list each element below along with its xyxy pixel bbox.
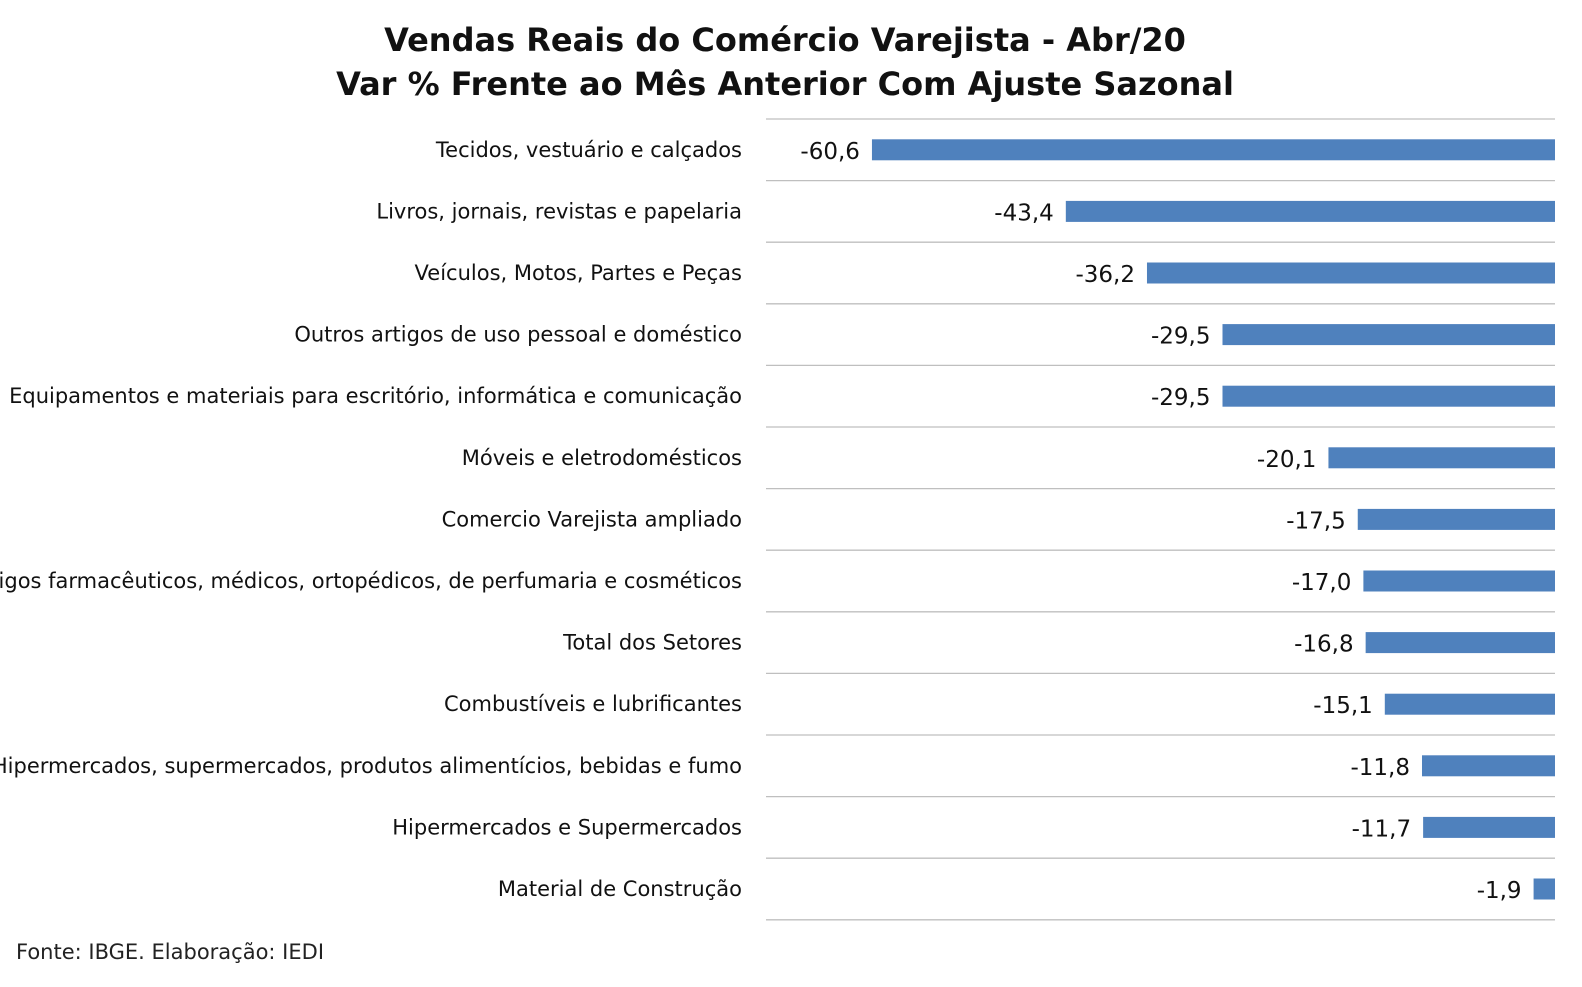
- data-label: -16,8: [1294, 632, 1354, 658]
- bar: [1421, 755, 1555, 777]
- bar: [1328, 447, 1555, 469]
- bar: [1533, 878, 1555, 900]
- bar: [1222, 385, 1555, 407]
- bar: [1423, 816, 1555, 838]
- bar: [1222, 324, 1555, 346]
- category-label: Tecidos, vestuário e calçados: [435, 138, 742, 162]
- chart-subtitle: Var % Frente ao Mês Anterior Com Ajuste …: [336, 65, 1234, 103]
- data-label: -29,5: [1151, 385, 1211, 411]
- data-label: -43,4: [994, 200, 1054, 226]
- bar: [1363, 570, 1555, 592]
- category-label: Material de Construção: [498, 877, 742, 901]
- bar: [1146, 262, 1555, 284]
- category-label: Artigos farmacêuticos, médicos, ortopédi…: [0, 569, 742, 593]
- data-label: -15,1: [1313, 693, 1373, 719]
- bar: [871, 139, 1555, 161]
- data-label: -60,6: [800, 139, 860, 165]
- chart-title-line1: Vendas Reais do Comércio Varejista - Abr…: [384, 21, 1186, 59]
- data-label: -17,5: [1286, 508, 1346, 534]
- source-note: Fonte: IBGE. Elaboração: IEDI: [16, 940, 325, 964]
- data-label: -11,7: [1352, 816, 1412, 842]
- category-label: Hipermercados, supermercados, produtos a…: [0, 754, 742, 778]
- category-label: Combustíveis e lubrificantes: [444, 692, 742, 716]
- bar: [1065, 200, 1555, 222]
- category-label: Total dos Setores: [562, 631, 742, 655]
- bar: [1384, 693, 1555, 715]
- category-label: Móveis e eletrodomésticos: [462, 446, 742, 470]
- chart-title: Vendas Reais do Comércio Varejista - Abr…: [0, 18, 1570, 106]
- data-label: -11,8: [1350, 755, 1410, 781]
- category-label: Veículos, Motos, Partes e Peças: [415, 261, 742, 285]
- category-label: Equipamentos e materiais para escritório…: [9, 384, 742, 408]
- category-label: Livros, jornais, revistas e papelaria: [376, 199, 742, 223]
- bar: [1357, 508, 1555, 530]
- data-label: -20,1: [1257, 447, 1317, 473]
- data-label: -29,5: [1151, 324, 1211, 350]
- category-label: Outros artigos de uso pessoal e doméstic…: [294, 323, 742, 347]
- data-label: -1,9: [1477, 878, 1522, 904]
- data-label: -17,0: [1292, 570, 1352, 596]
- data-label: -36,2: [1075, 262, 1135, 288]
- category-label: Comercio Varejista ampliado: [442, 507, 742, 531]
- category-label: Hipermercados e Supermercados: [392, 815, 742, 839]
- bar: [1365, 632, 1555, 654]
